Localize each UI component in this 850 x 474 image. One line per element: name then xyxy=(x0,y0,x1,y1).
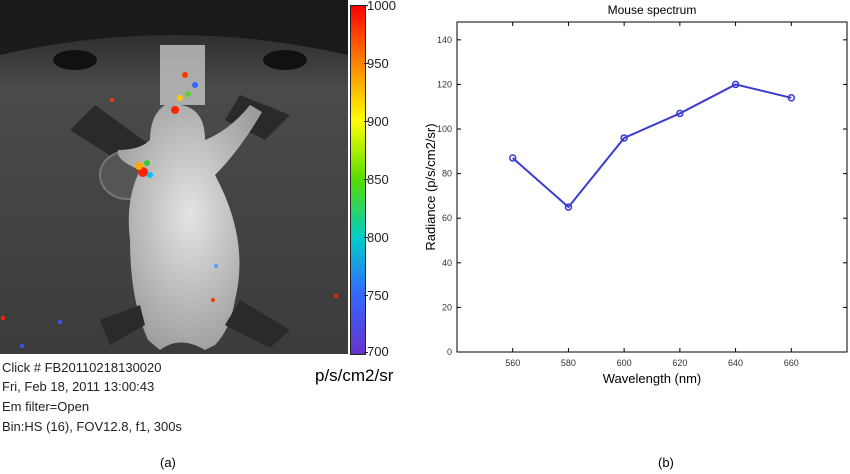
colorbar-tick-label: 950 xyxy=(367,56,389,71)
colorbar-tick-label: 850 xyxy=(367,172,389,187)
y-tick-label: 60 xyxy=(442,213,452,223)
data-point xyxy=(508,154,517,162)
colorbar-tick-label: 750 xyxy=(367,288,389,303)
x-tick-label: 620 xyxy=(672,358,687,368)
x-tick-label: 560 xyxy=(505,358,520,368)
colorbar-tick-mark xyxy=(364,295,368,296)
y-tick-label: 120 xyxy=(437,79,452,89)
y-tick-label: 80 xyxy=(442,169,452,179)
data-point xyxy=(564,203,573,211)
colorbar-tick-mark xyxy=(364,237,368,238)
meta-timestamp: Fri, Feb 18, 2011 13:00:43 xyxy=(2,379,155,394)
colorbar xyxy=(350,5,366,355)
x-tick-label: 580 xyxy=(561,358,576,368)
meta-binning: Bin:HS (16), FOV12.8, f1, 300s xyxy=(2,419,182,434)
y-axis-label: Radiance (p/s/cm2/sr) xyxy=(423,123,438,250)
colorbar-tick-label: 900 xyxy=(367,114,389,129)
colorbar-tick-mark xyxy=(364,121,368,122)
panel-b-label: (b) xyxy=(658,455,674,470)
data-point xyxy=(787,94,796,102)
colorbar-tick-mark xyxy=(364,5,368,6)
plot-area xyxy=(456,21,848,353)
panel-a-label: (a) xyxy=(160,455,176,470)
x-axis-label: Wavelength (nm) xyxy=(603,371,702,386)
colorbar-tick-label: 1000 xyxy=(367,0,396,13)
data-point xyxy=(620,134,628,142)
meta-filter: Em filter=Open xyxy=(2,399,90,414)
y-tick-label: 100 xyxy=(437,124,452,134)
spectrum-chart: 0 20 40 60 80 100 120 140 560 580 600 620 640 660 Mous… xyxy=(423,3,848,386)
colorbar-tick-label: 800 xyxy=(367,230,389,245)
colorbar-unit: p/s/cm2/sr xyxy=(315,366,394,385)
x-tick-label: 660 xyxy=(784,358,799,368)
panel-b: 0 20 40 60 80 100 120 140 560 580 600 620 640 660 Mous… xyxy=(420,0,850,474)
y-tick-label: 40 xyxy=(442,258,452,268)
x-tick-label: 640 xyxy=(728,358,743,368)
data-point xyxy=(676,109,684,118)
panel-a: 1000 950 900 850 800 750 700 p/s/cm2/sr … xyxy=(0,0,396,470)
colorbar-tick-mark xyxy=(364,63,368,64)
colorbar-tick-mark xyxy=(364,352,368,353)
data-point xyxy=(731,80,740,89)
colorbar-tick-mark xyxy=(364,179,368,180)
y-tick-label: 0 xyxy=(447,347,452,357)
meta-click-id: Click # FB20110218130020 xyxy=(2,360,162,375)
mouse-image xyxy=(0,0,348,354)
colorbar-tick-label: 700 xyxy=(367,344,389,359)
x-tick-label: 600 xyxy=(617,358,632,368)
series-line xyxy=(512,83,792,209)
y-tick-label: 140 xyxy=(437,35,452,45)
y-tick-label: 20 xyxy=(442,302,452,312)
chart-title: Mouse spectrum xyxy=(608,3,697,17)
